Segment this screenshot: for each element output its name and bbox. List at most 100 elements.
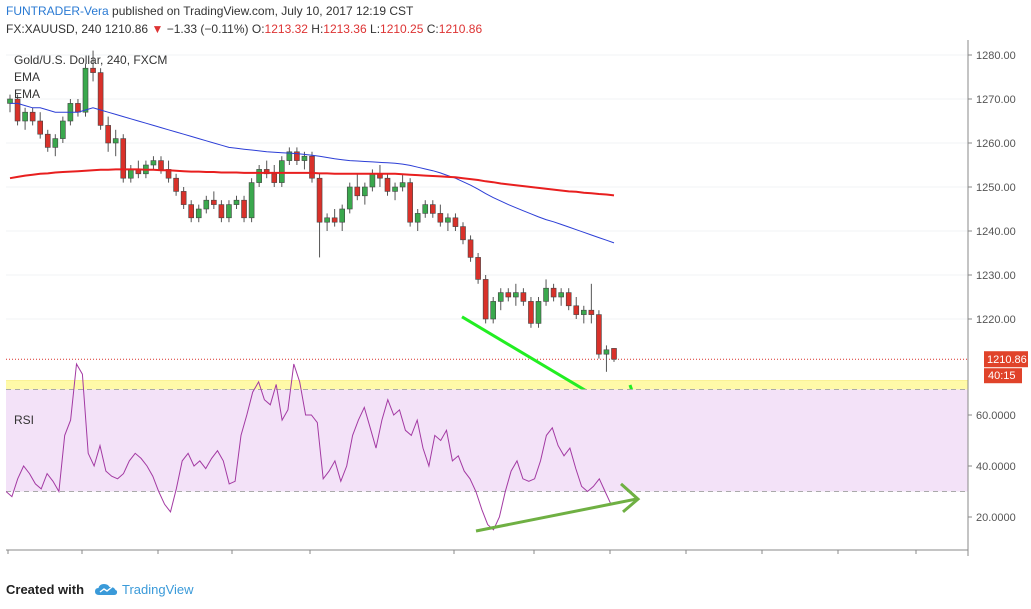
close-label: C:: [426, 22, 439, 36]
candle[interactable]: [429, 200, 436, 218]
candle[interactable]: [354, 173, 361, 201]
candle-body: [339, 208, 346, 223]
candle[interactable]: [588, 283, 595, 324]
candle-body: [407, 182, 413, 223]
candle[interactable]: [331, 209, 338, 227]
candle-body: [588, 309, 595, 315]
candle[interactable]: [528, 297, 534, 328]
candle[interactable]: [14, 94, 21, 126]
author-link[interactable]: FUNTRADER-Vera: [6, 4, 109, 18]
candle-body: [278, 160, 285, 183]
price-axis-label: 1220.00: [976, 314, 1016, 326]
candle-body: [369, 173, 376, 188]
price-badges: 1210.86 40:15: [984, 351, 1028, 384]
candle-body: [150, 160, 157, 166]
candle-body: [573, 305, 580, 315]
time-axis[interactable]: 217:001917:0026Jul17:001017:001717:0024: [6, 549, 968, 556]
candle[interactable]: [226, 200, 232, 223]
candle[interactable]: [558, 288, 564, 306]
candle[interactable]: [233, 195, 240, 209]
candle[interactable]: [309, 151, 315, 183]
candle[interactable]: [324, 213, 330, 231]
candle-body: [195, 208, 202, 219]
candle[interactable]: [286, 147, 293, 165]
candle[interactable]: [188, 200, 194, 223]
candle[interactable]: [82, 63, 89, 117]
candle[interactable]: [399, 173, 406, 192]
candle[interactable]: [580, 305, 587, 324]
candle-body: [362, 186, 368, 197]
candle[interactable]: [520, 288, 527, 306]
candle[interactable]: [573, 297, 580, 319]
candle[interactable]: [414, 209, 421, 231]
countdown-badge: [984, 368, 1022, 384]
candle[interactable]: [392, 182, 398, 201]
candle[interactable]: [490, 297, 497, 324]
tradingview-link[interactable]: TradingView: [122, 582, 194, 597]
candle[interactable]: [37, 112, 44, 139]
candle[interactable]: [150, 156, 157, 170]
candle-body: [44, 133, 51, 148]
candle[interactable]: [482, 275, 489, 324]
candle[interactable]: [460, 222, 466, 245]
candle-body: [271, 173, 278, 183]
candle[interactable]: [362, 182, 368, 205]
candle[interactable]: [173, 173, 179, 196]
candle[interactable]: [543, 279, 549, 306]
candle[interactable]: [437, 204, 444, 227]
rsi-pane[interactable]: [6, 362, 968, 533]
candle[interactable]: [452, 213, 459, 231]
candle[interactable]: [97, 68, 104, 130]
candle[interactable]: [384, 173, 391, 196]
candle-body: [452, 217, 459, 227]
price-axis[interactable]: 1280.00 1270.00 1260.00 1250.00 1240.00 1230.…: [967, 40, 1016, 556]
candle[interactable]: [211, 191, 217, 209]
candle[interactable]: [29, 107, 36, 126]
candle-body: [158, 160, 164, 170]
candle[interactable]: [497, 288, 504, 311]
candle[interactable]: [278, 156, 285, 187]
candle[interactable]: [112, 129, 119, 157]
candle[interactable]: [203, 195, 210, 214]
price-chart[interactable]: Gold/U.S. Dollar, 240, FXCM EMA EMA RSI …: [6, 40, 1030, 556]
rsi-axis[interactable]: 60.0000 40.0000 20.0000: [968, 410, 1016, 524]
candle[interactable]: [445, 213, 451, 231]
candle[interactable]: [603, 345, 610, 372]
candle-body: [460, 226, 466, 241]
candle[interactable]: [195, 204, 202, 223]
candle[interactable]: [52, 134, 59, 157]
candle[interactable]: [407, 178, 413, 227]
candle[interactable]: [550, 283, 557, 302]
candle[interactable]: [596, 310, 602, 359]
candle[interactable]: [60, 116, 66, 143]
price-axis-label: 1280.00: [976, 50, 1016, 62]
candle[interactable]: [256, 165, 262, 187]
candle[interactable]: [90, 50, 96, 82]
candle[interactable]: [505, 288, 512, 302]
candle[interactable]: [218, 200, 225, 223]
candle[interactable]: [22, 107, 28, 130]
candle[interactable]: [248, 178, 255, 223]
rsi-axis-label: 40.0000: [976, 461, 1016, 473]
candle[interactable]: [241, 195, 247, 223]
candle[interactable]: [513, 283, 519, 306]
candle-body: [203, 199, 210, 210]
candle[interactable]: [422, 200, 429, 218]
candle-body: [60, 120, 66, 139]
candle[interactable]: [611, 348, 617, 362]
candle[interactable]: [105, 116, 111, 152]
candle[interactable]: [44, 129, 51, 152]
candle[interactable]: [346, 182, 353, 214]
candles[interactable]: [7, 50, 617, 372]
candle[interactable]: [180, 187, 187, 209]
ohlc-line: FX:XAUUSD, 240 1210.86 ▼ −1.33 (−0.11%) …: [6, 22, 482, 36]
symbol-label: FX:XAUUSD, 240: [6, 22, 102, 36]
candle[interactable]: [565, 288, 572, 311]
candle[interactable]: [120, 134, 127, 183]
candle[interactable]: [535, 297, 542, 328]
candle[interactable]: [316, 173, 323, 258]
candle[interactable]: [339, 204, 346, 231]
candle[interactable]: [467, 235, 474, 262]
candle[interactable]: [294, 147, 300, 165]
candle[interactable]: [475, 253, 481, 284]
